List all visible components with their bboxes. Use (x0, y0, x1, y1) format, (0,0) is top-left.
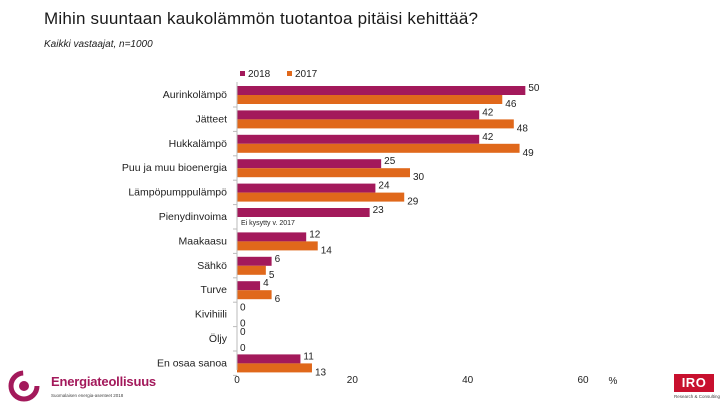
data-label-2017: 6 (275, 294, 281, 305)
data-label-2017: 0 (240, 343, 246, 354)
x-tick-label: 60 (577, 375, 589, 386)
category-label: Hukkalämpö (169, 138, 228, 150)
energiateollisuus-logo-icon (8, 370, 40, 402)
data-label-2017: 46 (505, 99, 517, 110)
bar-2017 (237, 143, 520, 153)
data-label-2017: 49 (523, 148, 535, 159)
bar-2017 (237, 363, 312, 373)
bar-2018 (237, 134, 480, 144)
bar-2017 (237, 192, 405, 202)
bar-2018 (237, 256, 272, 266)
bar-2018 (237, 86, 526, 95)
data-label-2018: 4 (263, 278, 269, 289)
bar-2017 (237, 265, 266, 275)
bar-2018 (237, 208, 370, 217)
data-label-2017: 5 (269, 270, 275, 281)
data-label-2018: 24 (378, 181, 390, 192)
data-label-2017: 30 (413, 172, 425, 183)
data-label-2018: 23 (373, 205, 385, 216)
category-label: Kivihiili (195, 309, 227, 321)
category-label: Sähkö (197, 260, 227, 272)
bar-2018 (237, 232, 307, 242)
data-label-2017: 29 (407, 197, 419, 208)
bar-2017 (237, 95, 503, 104)
category-label: Lämpöpumppulämpö (128, 187, 227, 199)
data-label-2018: 0 (240, 303, 246, 314)
legend-label-2017: 2017 (295, 69, 318, 80)
data-label-2018: 11 (303, 351, 314, 362)
annotation-not-asked: Ei kysytty v. 2017 (241, 220, 295, 227)
bar-2018 (237, 183, 376, 193)
data-label-2017: 13 (315, 367, 327, 378)
category-label: Pienydinvoima (159, 211, 227, 223)
data-label-2018: 42 (482, 107, 494, 118)
bar-2018 (237, 159, 382, 169)
iro-logo: IRO Research & Consulting (674, 374, 720, 402)
category-label: Turve (201, 284, 228, 296)
data-label-2018: 42 (482, 132, 494, 143)
iro-logo-mark: IRO (674, 374, 714, 392)
chart-subtitle: Kaikki vastaajat, n=1000 (44, 39, 153, 50)
bar-2017 (237, 290, 272, 300)
bar-2017 (237, 241, 318, 251)
data-label-2017: 14 (321, 245, 333, 256)
category-label: Maakaasu (179, 235, 228, 247)
legend-label-2018: 2018 (248, 69, 271, 80)
x-unit-label: % (609, 376, 618, 387)
bar-2018 (237, 281, 261, 291)
data-label-2018: 50 (528, 83, 540, 94)
data-label-2018: 0 (240, 327, 246, 338)
category-label: Öljy (209, 333, 228, 345)
bar-2017 (237, 119, 514, 129)
category-label: Puu ja muu bioenergia (122, 162, 227, 174)
data-label-2018: 25 (384, 156, 396, 167)
x-tick-label: 20 (347, 375, 359, 386)
logo-tagline: Suomalaisen energia-asenteet 2018 (51, 393, 124, 398)
logo-name: Energiateollisuus (51, 374, 156, 389)
legend-swatch-2017 (287, 71, 292, 76)
legend-swatch-2018 (240, 71, 245, 76)
data-label-2017: 48 (517, 123, 529, 134)
bar-2018 (237, 110, 480, 120)
bar-2017 (237, 168, 410, 178)
data-label-2018: 6 (275, 254, 281, 265)
category-label: Aurinkolämpö (163, 89, 227, 101)
x-tick-label: 0 (234, 375, 240, 386)
x-tick-label: 40 (462, 375, 474, 386)
category-label: En osaa sanoa (157, 357, 227, 369)
chart-title: Mihin suuntaan kaukolämmön tuotantoa pit… (44, 9, 479, 28)
data-label-2017: 0 (240, 319, 246, 330)
data-label-2018: 12 (309, 229, 321, 240)
bar-2018 (237, 354, 301, 364)
category-label: Jätteet (195, 113, 227, 125)
energiateollisuus-logo: Energiateollisuus Suomalaisen energia-as… (8, 370, 178, 402)
iro-tagline: Research & Consulting (674, 394, 720, 399)
